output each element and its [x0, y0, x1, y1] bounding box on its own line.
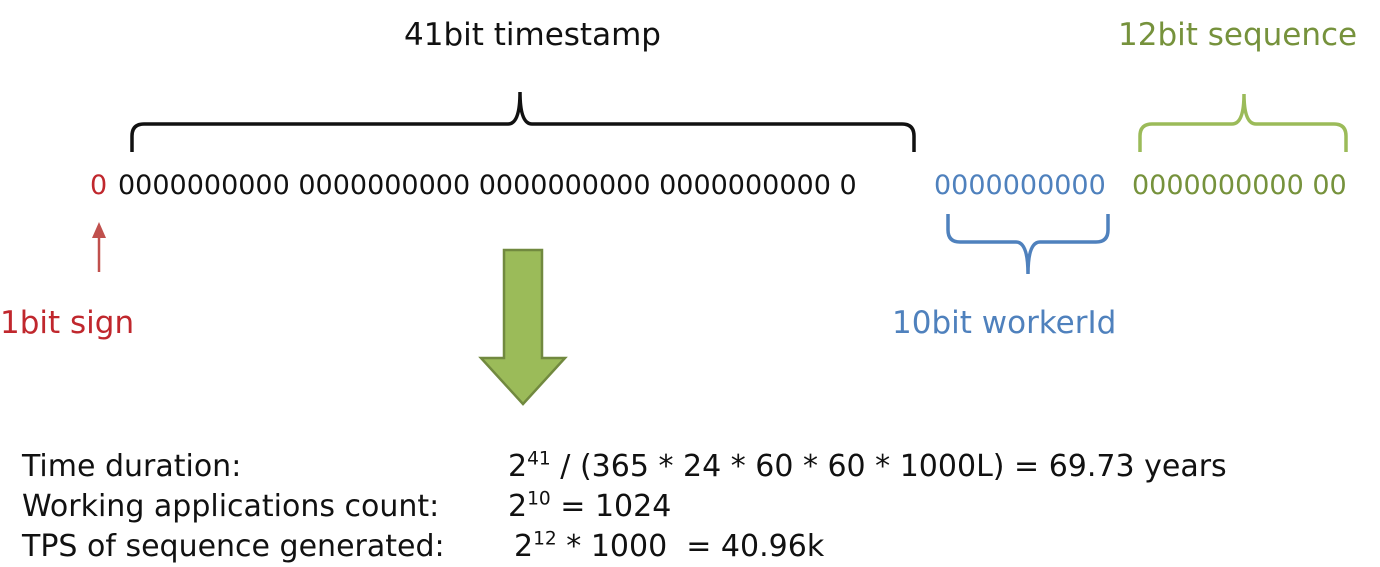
stat-rest: / (365 * 24 * 60 * 60 * 1000L) = 69.73 y…: [550, 449, 1227, 484]
stat-exponent: 12: [533, 528, 557, 550]
worker-brace: [946, 214, 1110, 275]
stat-label-tps: TPS of sequence generated:: [22, 529, 445, 564]
stat-base: 2: [508, 489, 528, 524]
timestamp-bits: 0000000000 0000000000 0000000000 0000000…: [118, 170, 857, 201]
stat-exponent: 41: [527, 448, 551, 470]
sign-arrow: [92, 222, 106, 272]
sign-label: 1bit sign: [0, 305, 135, 341]
sequence-label: 12bit sequence: [1118, 17, 1358, 53]
stat-exponent: 10: [527, 488, 551, 510]
sign-bit: 0: [90, 170, 108, 201]
timestamp-label: 41bit timestamp: [404, 17, 661, 53]
stat-label-time-duration: Time duration:: [22, 449, 242, 484]
sequence-brace: [1138, 93, 1348, 152]
sequence-bits: 0000000000 00: [1132, 170, 1347, 201]
stat-formula-tps: 212 * 1000 = 40.96k: [514, 529, 825, 564]
stat-rest: = 1024: [550, 489, 672, 524]
stat-rest: * 1000 = 40.96k: [556, 529, 825, 564]
stat-formula-working-apps: 210 = 1024: [508, 489, 672, 524]
result-down-arrow: [478, 248, 568, 406]
worker-label: 10bit workerId: [892, 305, 1117, 341]
timestamp-brace: [130, 91, 916, 152]
stat-base: 2: [514, 529, 534, 564]
stat-base: 2: [508, 449, 528, 484]
stat-formula-time-duration: 241 / (365 * 24 * 60 * 60 * 1000L) = 69.…: [508, 449, 1227, 484]
stat-label-working-apps: Working applications count:: [22, 489, 440, 524]
worker-bits: 0000000000: [934, 170, 1106, 201]
